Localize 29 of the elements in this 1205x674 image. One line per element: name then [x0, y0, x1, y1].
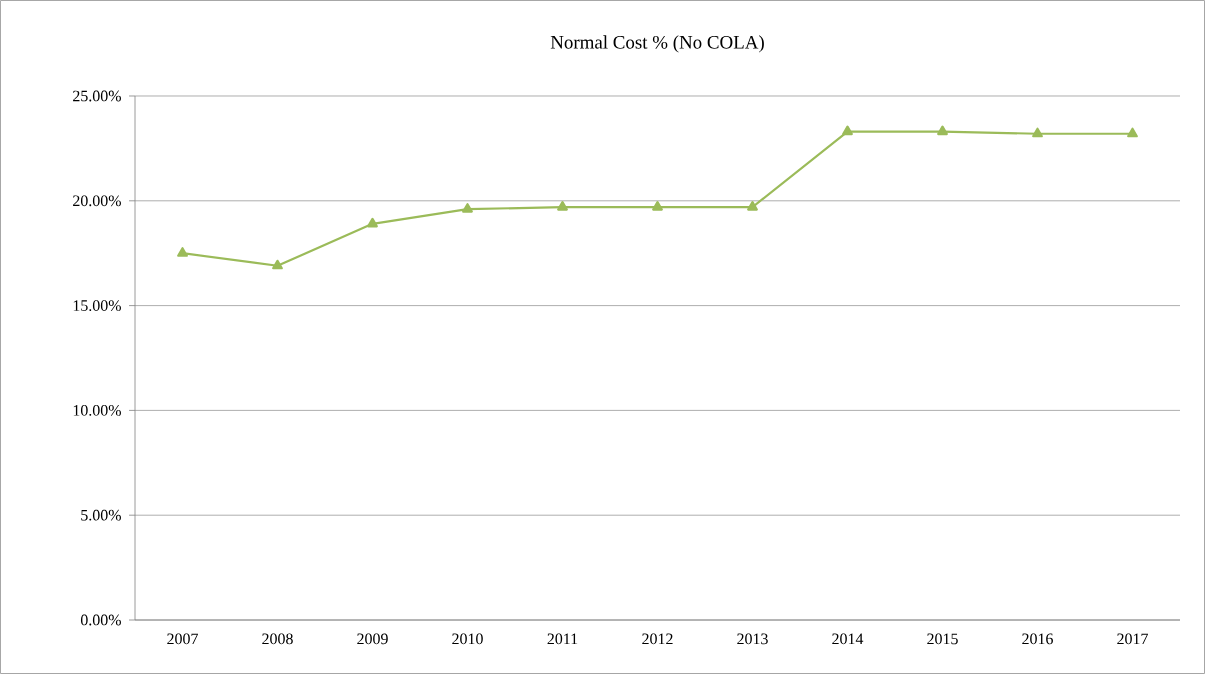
point	[462, 203, 473, 213]
point	[652, 201, 663, 211]
point	[1032, 127, 1043, 138]
point	[367, 217, 378, 228]
point	[842, 125, 853, 136]
x-tick-label: 2012	[642, 633, 673, 645]
x-tick-label: 2014	[832, 633, 864, 645]
point	[272, 259, 283, 270]
x-tick-label: 2017	[1117, 633, 1148, 645]
x-tick-label: 2015	[927, 633, 958, 645]
x-tick-label: 2008	[262, 633, 293, 645]
y-tick-label: 25.00%	[73, 90, 121, 102]
x-tick-label: 2013	[737, 633, 768, 645]
x-tick-label: 2010	[452, 633, 483, 645]
y-tick-label: 0.00%	[80, 614, 121, 626]
y-tick-label: 10.00%	[73, 404, 121, 416]
x-tick-label: 2016	[1022, 633, 1053, 645]
point	[1127, 127, 1138, 138]
chart-title: Normal Cost % (No COLA)	[550, 35, 764, 53]
y-tick-label: 15.00%	[73, 300, 121, 312]
x-tick-label: 2007	[167, 633, 198, 645]
point	[177, 247, 188, 257]
point	[747, 201, 758, 211]
point	[937, 125, 948, 136]
x-tick-label: 2011	[547, 633, 578, 645]
y-tick-label: 5.00%	[81, 509, 121, 521]
point	[557, 201, 568, 211]
x-tick-label: 2009	[357, 633, 388, 645]
y-tick-label: 20.00%	[73, 195, 121, 207]
